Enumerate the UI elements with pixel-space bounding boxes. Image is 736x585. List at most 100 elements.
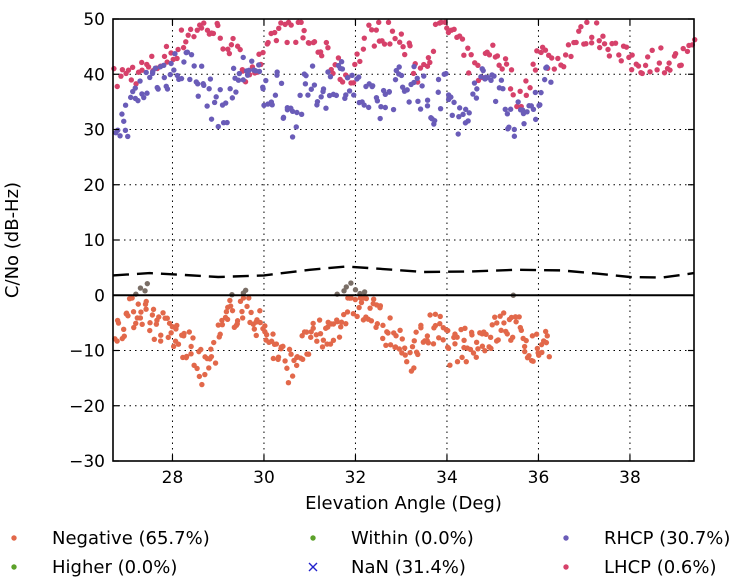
point-negative (404, 359, 410, 365)
point-lhcp (490, 42, 496, 48)
point-lhcp (596, 44, 603, 51)
point-negative (500, 310, 507, 316)
point-lhcp (410, 70, 417, 77)
point-negative (188, 351, 194, 357)
point-negative (239, 315, 246, 321)
point-negative (244, 303, 250, 310)
point-negative (153, 321, 160, 327)
point-lhcp (366, 22, 372, 28)
point-lhcp (230, 35, 236, 42)
legend-item: Negative (65.7%) (11, 528, 210, 549)
point-lhcp (684, 48, 691, 55)
point-negative (211, 339, 217, 346)
point-lhcp (339, 79, 346, 85)
point-lhcp (561, 63, 567, 70)
point-negative (270, 355, 277, 362)
point-rhcp (302, 81, 309, 87)
point-negative (147, 327, 153, 334)
point-negative (206, 365, 212, 371)
point-negative (219, 321, 226, 328)
point-lhcp (503, 61, 510, 67)
point-negative (229, 307, 236, 314)
point-negative (130, 309, 137, 315)
point-lhcp (465, 45, 471, 51)
point-negative (150, 306, 157, 313)
point-lhcp (589, 34, 595, 41)
point-rhcp (141, 94, 147, 101)
point-negative (392, 344, 398, 351)
point-rhcp (125, 133, 131, 140)
point-lhcp (198, 25, 205, 31)
point-negative (529, 333, 536, 339)
point-rhcp (229, 95, 236, 101)
y-tick-label: 20 (83, 176, 105, 196)
point-negative (139, 321, 145, 328)
y-tick-label: −30 (69, 452, 105, 472)
point-negative (377, 305, 383, 311)
point-negative (183, 353, 190, 360)
point-lhcp (392, 35, 398, 42)
point-lhcp (191, 33, 197, 40)
point-rhcp (351, 92, 357, 98)
point-within_upper (343, 284, 350, 290)
point-negative (497, 313, 503, 319)
point-negative (470, 350, 477, 356)
point-negative (489, 322, 495, 328)
point-negative (273, 341, 280, 347)
point-negative (227, 297, 233, 304)
point-lhcp (119, 66, 126, 73)
point-rhcp (195, 81, 201, 87)
point-lhcp (583, 40, 589, 47)
point-lhcp (596, 37, 602, 44)
point-rhcp (424, 103, 431, 109)
x-tick-label: 30 (253, 468, 275, 488)
point-negative (479, 343, 486, 349)
point-rhcp (207, 76, 214, 82)
point-negative (164, 315, 170, 321)
point-rhcp (204, 103, 210, 109)
point-negative (447, 362, 453, 368)
point-lhcp (425, 54, 432, 61)
point-negative (393, 333, 399, 339)
point-lhcp (459, 36, 466, 42)
point-rhcp (492, 98, 499, 105)
point-negative (380, 322, 386, 329)
point-negative (424, 333, 431, 339)
point-negative (432, 322, 439, 329)
point-rhcp (224, 119, 230, 126)
legend-label: Within (0.0%) (351, 528, 474, 549)
point-lhcp (226, 50, 233, 57)
point-negative (114, 338, 120, 344)
point-rhcp (240, 77, 246, 83)
point-rhcp (532, 89, 539, 96)
point-negative (115, 320, 122, 326)
point-negative (293, 362, 300, 369)
point-negative (308, 334, 314, 340)
point-lhcp (125, 67, 132, 73)
point-lhcp (311, 39, 318, 45)
point-negative (513, 319, 519, 325)
point-negative (358, 299, 365, 306)
point-negative (129, 295, 135, 301)
point-negative (133, 320, 139, 327)
point-rhcp (213, 94, 219, 100)
point-negative (352, 296, 359, 303)
point-rhcp (504, 111, 511, 117)
point-negative (368, 318, 375, 324)
point-lhcp (402, 51, 408, 58)
point-negative (208, 353, 215, 360)
point-lhcp (301, 27, 307, 34)
point-lhcp (678, 62, 684, 68)
point-negative (263, 332, 270, 338)
point-rhcp (137, 78, 143, 84)
point-rhcp (478, 74, 484, 80)
point-rhcp (171, 67, 177, 73)
point-lhcp (578, 24, 584, 30)
point-rhcp (437, 105, 444, 112)
point-lhcp (225, 46, 231, 52)
point-rhcp (208, 116, 215, 122)
point-lhcp (368, 27, 375, 33)
point-negative (121, 333, 127, 339)
point-rhcp (152, 65, 159, 71)
point-rhcp (168, 60, 174, 67)
